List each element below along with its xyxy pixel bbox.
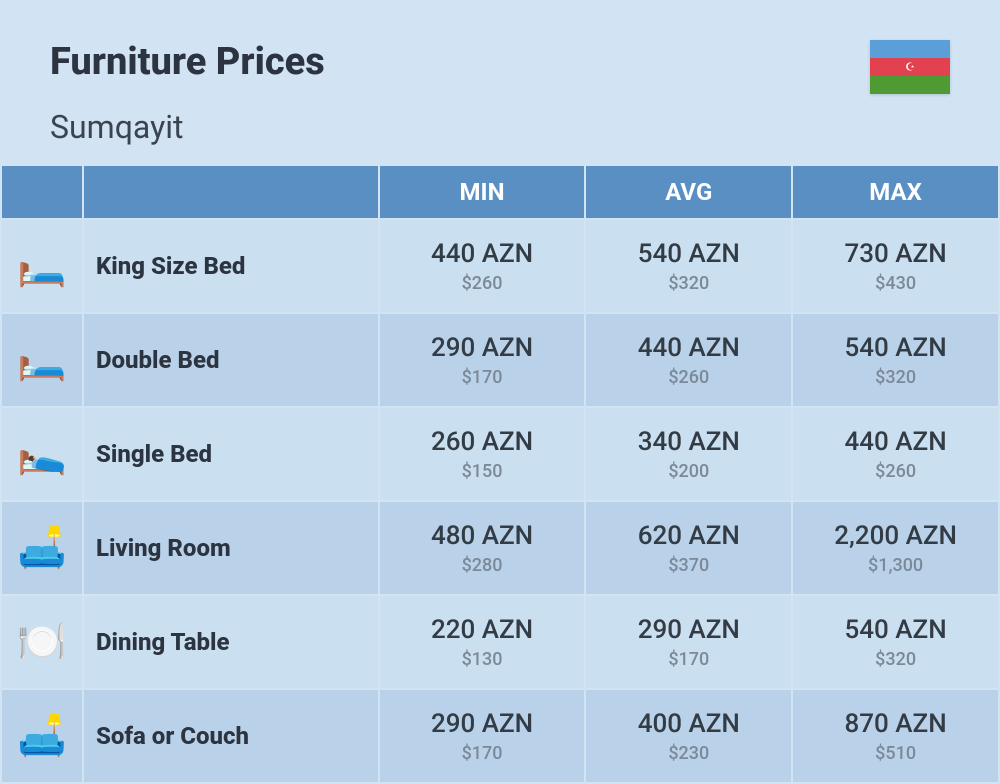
price-secondary: $170 (586, 649, 791, 670)
price-avg: 290 AZN $170 (585, 595, 792, 689)
table-header-row: MIN AVG MAX (1, 165, 999, 219)
price-primary: 260 AZN (380, 427, 585, 457)
col-max: MAX (792, 165, 999, 219)
price-primary: 440 AZN (586, 333, 791, 363)
price-secondary: $170 (380, 367, 585, 388)
price-primary: 480 AZN (380, 521, 585, 551)
prices-table: MIN AVG MAX 🛏️King Size Bed440 AZN$26054… (0, 164, 1000, 784)
furniture-icon: 🛋️ (1, 501, 83, 595)
flag-emblem-icon: ☪︎ (905, 62, 915, 73)
price-primary: 340 AZN (586, 427, 791, 457)
table-row: 🛏️King Size Bed440 AZN $260540 AZN $320730… (1, 219, 999, 313)
price-primary: 290 AZN (380, 709, 585, 739)
price-min: 480 AZN $280 (379, 501, 586, 595)
flag-stripe-middle: ☪︎ (870, 58, 950, 76)
price-secondary: $230 (586, 743, 791, 764)
col-icon (1, 165, 83, 219)
price-min: 290 AZN $170 (379, 689, 586, 783)
table-row: 🛌Single Bed260 AZN $150340 AZN $200440 AZN… (1, 407, 999, 501)
price-primary: 540 AZN (793, 333, 998, 363)
price-max: 870 AZN $510 (792, 689, 999, 783)
col-avg: AVG (585, 165, 792, 219)
flag-stripe-bottom (870, 76, 950, 94)
price-min: 220 AZN $130 (379, 595, 586, 689)
price-max: 440 AZN $260 (792, 407, 999, 501)
price-secondary: $1,300 (793, 555, 998, 576)
price-primary: 730 AZN (793, 239, 998, 269)
title-block: Furniture Prices Sumqayit (50, 40, 325, 146)
table-row: 🛋️Living Room480 AZN $280620 AZN $3702,200… (1, 501, 999, 595)
table-row: 🍽️Dining Table220 AZN $130290 AZN $170540 … (1, 595, 999, 689)
furniture-name: King Size Bed (83, 219, 379, 313)
price-secondary: $370 (586, 555, 791, 576)
price-secondary: $150 (380, 461, 585, 482)
furniture-icon: 🍽️ (1, 595, 83, 689)
furniture-icon: 🛏️ (1, 313, 83, 407)
price-max: 2,200 AZN $1,300 (792, 501, 999, 595)
price-primary: 620 AZN (586, 521, 791, 551)
col-min: MIN (379, 165, 586, 219)
table-row: 🛏️Double Bed290 AZN $170440 AZN $260540 AZ… (1, 313, 999, 407)
price-avg: 400 AZN $230 (585, 689, 792, 783)
country-flag-icon: ☪︎ (870, 40, 950, 94)
price-secondary: $280 (380, 555, 585, 576)
price-avg: 440 AZN $260 (585, 313, 792, 407)
price-secondary: $320 (793, 367, 998, 388)
price-avg: 540 AZN $320 (585, 219, 792, 313)
price-min: 260 AZN $150 (379, 407, 586, 501)
price-primary: 2,200 AZN (793, 521, 998, 551)
price-primary: 440 AZN (793, 427, 998, 457)
price-secondary: $510 (793, 743, 998, 764)
price-max: 540 AZN $320 (792, 595, 999, 689)
page-title: Furniture Prices (50, 40, 325, 84)
price-primary: 870 AZN (793, 709, 998, 739)
price-primary: 220 AZN (380, 615, 585, 645)
price-secondary: $260 (586, 367, 791, 388)
price-secondary: $320 (793, 649, 998, 670)
furniture-name: Living Room (83, 501, 379, 595)
price-secondary: $430 (793, 273, 998, 294)
price-primary: 440 AZN (380, 239, 585, 269)
col-name (83, 165, 379, 219)
price-secondary: $260 (793, 461, 998, 482)
table-body: 🛏️King Size Bed440 AZN$260540 AZN$320730… (1, 219, 999, 783)
page-subtitle: Sumqayit (50, 108, 325, 146)
furniture-name: Double Bed (83, 313, 379, 407)
price-primary: 540 AZN (586, 239, 791, 269)
table-row: 🛋️Sofa or Couch290 AZN $170400 AZN $230870… (1, 689, 999, 783)
page-header: Furniture Prices Sumqayit ☪︎ (0, 0, 1000, 164)
price-avg: 620 AZN $370 (585, 501, 792, 595)
furniture-icon: 🛌 (1, 407, 83, 501)
price-max: 540 AZN $320 (792, 313, 999, 407)
price-secondary: $170 (380, 743, 585, 764)
price-secondary: $320 (586, 273, 791, 294)
price-primary: 540 AZN (793, 615, 998, 645)
price-min: 440 AZN $260 (379, 219, 586, 313)
price-max: 730 AZN $430 (792, 219, 999, 313)
furniture-name: Single Bed (83, 407, 379, 501)
price-avg: 340 AZN $200 (585, 407, 792, 501)
furniture-icon: 🛏️ (1, 219, 83, 313)
flag-stripe-top (870, 40, 950, 58)
price-min: 290 AZN $170 (379, 313, 586, 407)
price-secondary: $260 (380, 273, 585, 294)
price-primary: 290 AZN (380, 333, 585, 363)
price-primary: 290 AZN (586, 615, 791, 645)
furniture-icon: 🛋️ (1, 689, 83, 783)
furniture-name: Sofa or Couch (83, 689, 379, 783)
price-primary: 400 AZN (586, 709, 791, 739)
price-secondary: $200 (586, 461, 791, 482)
price-secondary: $130 (380, 649, 585, 670)
furniture-name: Dining Table (83, 595, 379, 689)
